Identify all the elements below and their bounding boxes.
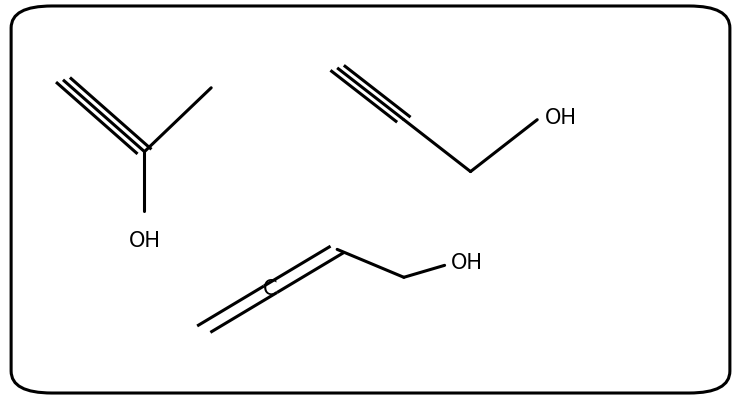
FancyBboxPatch shape (11, 6, 730, 393)
Text: OH: OH (128, 231, 161, 251)
Text: OH: OH (451, 253, 482, 273)
Text: C: C (263, 279, 278, 299)
Text: OH: OH (545, 108, 576, 128)
